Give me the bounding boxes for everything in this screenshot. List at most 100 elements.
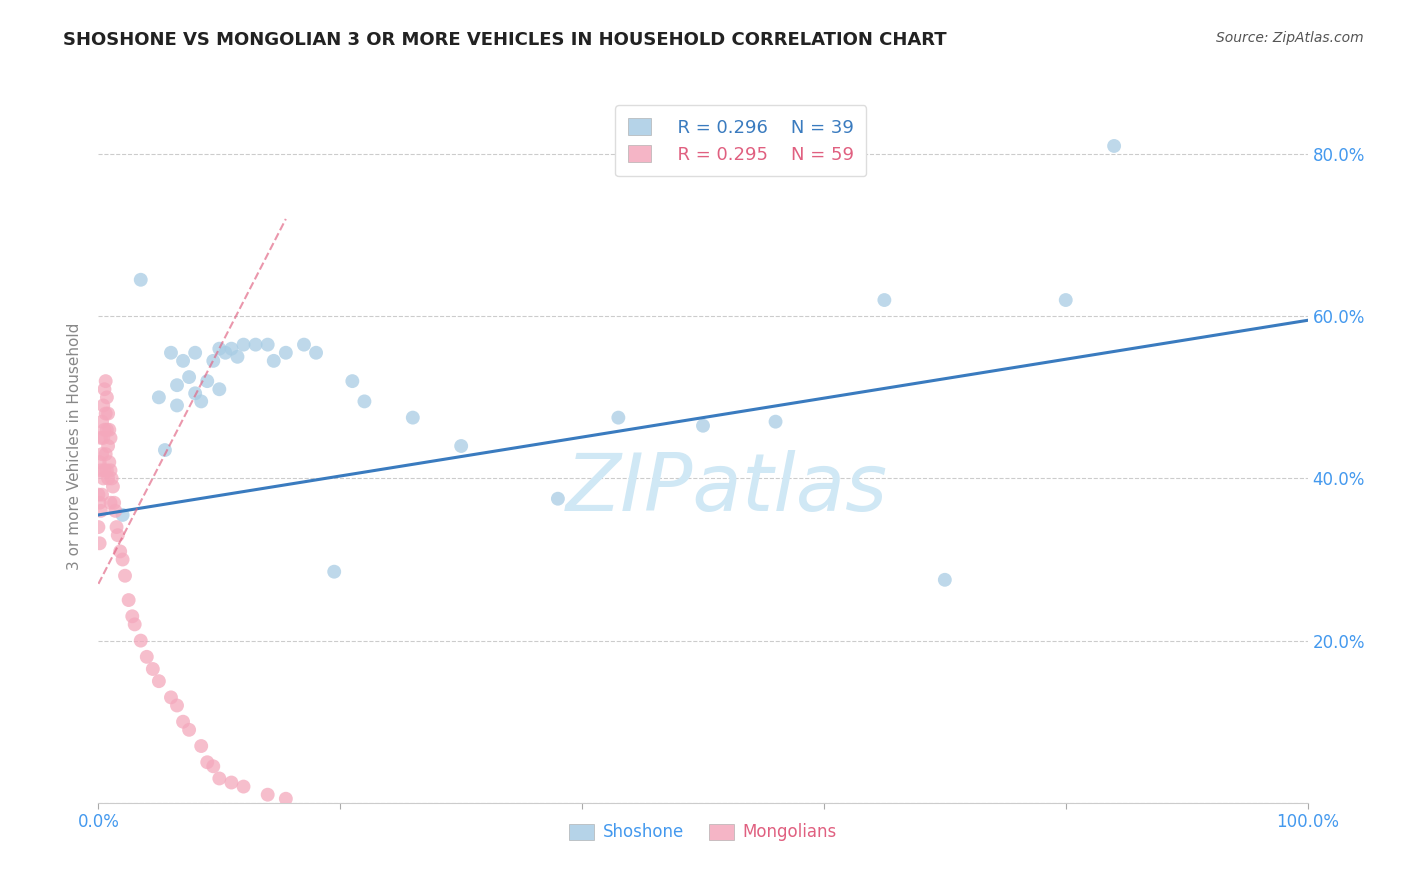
Point bbox=[202, 354, 225, 368]
Point bbox=[114, 568, 136, 582]
Point bbox=[94, 407, 117, 421]
Point bbox=[190, 739, 212, 753]
Point bbox=[873, 293, 896, 307]
Point bbox=[342, 374, 364, 388]
Point bbox=[1102, 139, 1125, 153]
Point bbox=[160, 690, 183, 705]
Point bbox=[91, 399, 114, 413]
Y-axis label: 3 or more Vehicles in Household: 3 or more Vehicles in Household bbox=[67, 322, 83, 570]
Point bbox=[129, 273, 152, 287]
Point bbox=[89, 496, 111, 510]
Point bbox=[97, 407, 120, 421]
Point bbox=[184, 386, 207, 401]
Point bbox=[89, 536, 111, 550]
Point bbox=[101, 479, 124, 493]
Point bbox=[93, 382, 115, 396]
Text: ZIPatlas: ZIPatlas bbox=[567, 450, 889, 528]
Point bbox=[692, 418, 714, 433]
Point bbox=[90, 431, 112, 445]
Point bbox=[91, 488, 114, 502]
Point bbox=[148, 390, 170, 404]
Point bbox=[129, 633, 152, 648]
Point bbox=[90, 463, 112, 477]
Point bbox=[121, 609, 143, 624]
Point bbox=[105, 520, 128, 534]
Point bbox=[274, 791, 297, 805]
Point bbox=[256, 337, 278, 351]
Point bbox=[94, 374, 117, 388]
Point bbox=[402, 410, 425, 425]
Point bbox=[245, 337, 267, 351]
Point bbox=[153, 443, 176, 458]
Point bbox=[607, 410, 630, 425]
Point bbox=[765, 415, 787, 429]
Point bbox=[166, 698, 188, 713]
Point bbox=[179, 370, 201, 384]
Point bbox=[100, 471, 122, 485]
Point bbox=[172, 354, 194, 368]
Point bbox=[103, 496, 125, 510]
Point bbox=[98, 423, 121, 437]
Point bbox=[208, 342, 231, 356]
Point bbox=[97, 471, 120, 485]
Point bbox=[98, 455, 121, 469]
Point bbox=[202, 759, 225, 773]
Point bbox=[96, 463, 118, 477]
Point bbox=[172, 714, 194, 729]
Point bbox=[107, 528, 129, 542]
Point bbox=[221, 342, 243, 356]
Point bbox=[221, 775, 243, 789]
Point bbox=[195, 756, 218, 770]
Point bbox=[108, 544, 131, 558]
Point bbox=[118, 593, 141, 607]
Point bbox=[226, 350, 249, 364]
Legend: Shoshone, Mongolians: Shoshone, Mongolians bbox=[562, 817, 844, 848]
Point bbox=[166, 378, 188, 392]
Point bbox=[100, 463, 122, 477]
Point bbox=[142, 662, 165, 676]
Point bbox=[179, 723, 201, 737]
Point bbox=[111, 552, 134, 566]
Point bbox=[87, 488, 110, 502]
Point bbox=[305, 345, 328, 359]
Point bbox=[323, 565, 346, 579]
Point bbox=[93, 463, 115, 477]
Point bbox=[232, 780, 254, 794]
Point bbox=[190, 394, 212, 409]
Point bbox=[214, 345, 236, 359]
Point bbox=[91, 431, 114, 445]
Point bbox=[195, 374, 218, 388]
Point bbox=[87, 520, 110, 534]
Point bbox=[256, 788, 278, 802]
Point bbox=[91, 447, 114, 461]
Point bbox=[353, 394, 375, 409]
Point bbox=[1054, 293, 1077, 307]
Point bbox=[166, 399, 188, 413]
Point bbox=[111, 508, 134, 522]
Point bbox=[160, 345, 183, 359]
Point bbox=[93, 423, 115, 437]
Point bbox=[89, 455, 111, 469]
Point bbox=[208, 772, 231, 786]
Point bbox=[96, 390, 118, 404]
Point bbox=[97, 439, 120, 453]
Point bbox=[104, 504, 127, 518]
Point bbox=[91, 415, 114, 429]
Point bbox=[100, 431, 122, 445]
Text: Source: ZipAtlas.com: Source: ZipAtlas.com bbox=[1216, 31, 1364, 45]
Point bbox=[934, 573, 956, 587]
Point bbox=[274, 345, 297, 359]
Point bbox=[90, 504, 112, 518]
Point bbox=[547, 491, 569, 506]
Point bbox=[450, 439, 472, 453]
Point bbox=[148, 674, 170, 689]
Point bbox=[135, 649, 157, 664]
Point bbox=[91, 471, 114, 485]
Text: SHOSHONE VS MONGOLIAN 3 OR MORE VEHICLES IN HOUSEHOLD CORRELATION CHART: SHOSHONE VS MONGOLIAN 3 OR MORE VEHICLES… bbox=[63, 31, 946, 49]
Point bbox=[94, 447, 117, 461]
Point bbox=[232, 337, 254, 351]
Point bbox=[263, 354, 285, 368]
Point bbox=[96, 423, 118, 437]
Point bbox=[124, 617, 146, 632]
Point bbox=[100, 496, 122, 510]
